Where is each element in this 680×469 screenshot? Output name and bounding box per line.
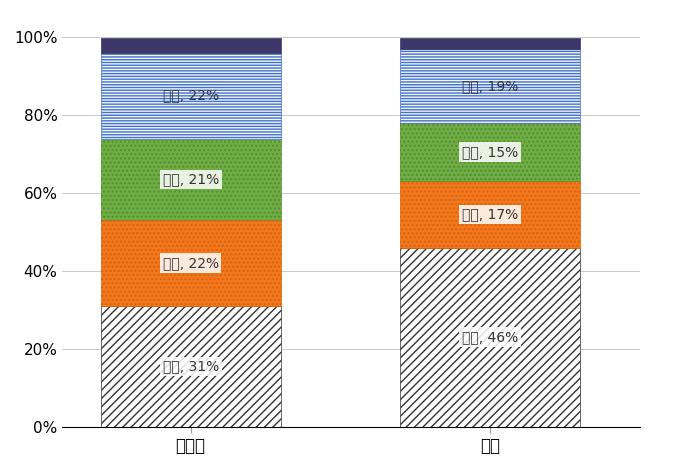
Text: 産業, 31%: 産業, 31% — [163, 359, 219, 373]
Bar — [401, 38, 580, 49]
Text: 家庭, 15%: 家庭, 15% — [462, 145, 518, 159]
Bar — [401, 123, 580, 182]
Text: 業務, 17%: 業務, 17% — [462, 207, 518, 221]
Text: 廃棄物, 3.8%: 廃棄物, 3.8% — [293, 39, 359, 52]
Bar — [101, 306, 281, 427]
Text: 廃棄物, 2.9%: 廃棄物, 2.9% — [593, 37, 659, 50]
Bar — [401, 123, 580, 182]
Bar — [101, 220, 281, 306]
Text: 廃棄物, 3.8%: 廃棄物, 3.8% — [293, 38, 362, 53]
Bar — [101, 220, 281, 306]
Bar — [401, 182, 580, 248]
Text: 業務, 22%: 業務, 22% — [163, 256, 219, 270]
Text: 家庭, 21%: 家庭, 21% — [163, 173, 219, 186]
Bar — [101, 53, 281, 138]
Text: 産業, 46%: 産業, 46% — [462, 330, 518, 344]
Bar — [101, 138, 281, 220]
Bar — [101, 38, 281, 53]
Text: 廃棄物, 2.9%: 廃棄物, 2.9% — [593, 36, 662, 50]
Bar — [101, 138, 281, 220]
Text: 運輸, 22%: 運輸, 22% — [163, 89, 219, 103]
Bar — [401, 248, 580, 427]
Text: 運輸, 19%: 運輸, 19% — [462, 79, 518, 93]
Bar — [401, 49, 580, 123]
Bar — [401, 182, 580, 248]
